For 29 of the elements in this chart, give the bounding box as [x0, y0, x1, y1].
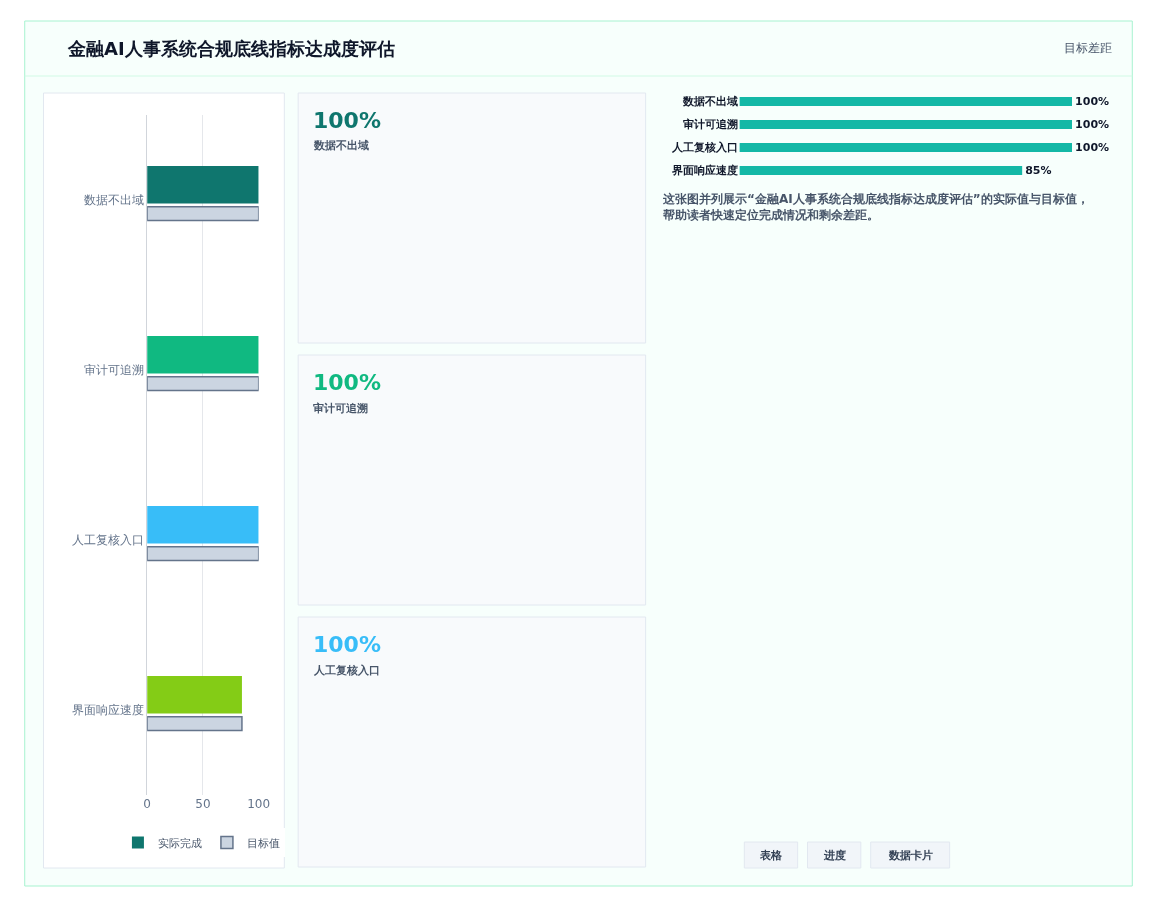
x-tick-label: 50	[195, 797, 211, 811]
x-tick-label: 100	[247, 797, 271, 811]
data-label: 85%	[1025, 164, 1052, 177]
text: 100%	[313, 370, 381, 395]
text: 人工复核入口	[313, 664, 380, 677]
x-tick-label: 0	[143, 797, 151, 811]
y-tick-label: 数据不出域	[682, 95, 739, 109]
y-tick-label: 界面响应速度	[671, 164, 739, 178]
text: 进度	[823, 849, 846, 862]
text: 目标差距	[1064, 41, 1112, 55]
data-label: 100%	[1075, 95, 1110, 108]
text: 100%	[313, 632, 381, 657]
text: 这张图并列展示“金融AI人事系统合规底线指标达成度评估”的实际值与目标值，帮助读者快速定位完成情况和剩余差距。	[662, 192, 1089, 222]
text: 数据卡片	[888, 849, 933, 862]
legend-label: 目标值	[246, 836, 280, 850]
legend-label: 实际完成	[157, 836, 202, 850]
y-tick-label: 数据不出域	[83, 193, 144, 208]
y-tick-label: 界面响应速度	[71, 703, 144, 718]
data-label: 100%	[1075, 141, 1110, 154]
text: 100%	[313, 108, 381, 133]
y-tick-label: 审计可追溯	[83, 363, 144, 378]
y-tick-label: 人工复核入口	[71, 533, 144, 548]
data-label: 100%	[1075, 118, 1110, 131]
y-tick-label: 审计可追溯	[683, 118, 739, 132]
chart-title: 金融AI人事系统合规底线指标达成度评估	[67, 38, 395, 59]
text: 审计可追溯	[313, 402, 368, 415]
y-tick-label: 人工复核入口	[671, 141, 739, 155]
text: 数据不出域	[313, 139, 369, 152]
text: 表格	[759, 849, 783, 862]
